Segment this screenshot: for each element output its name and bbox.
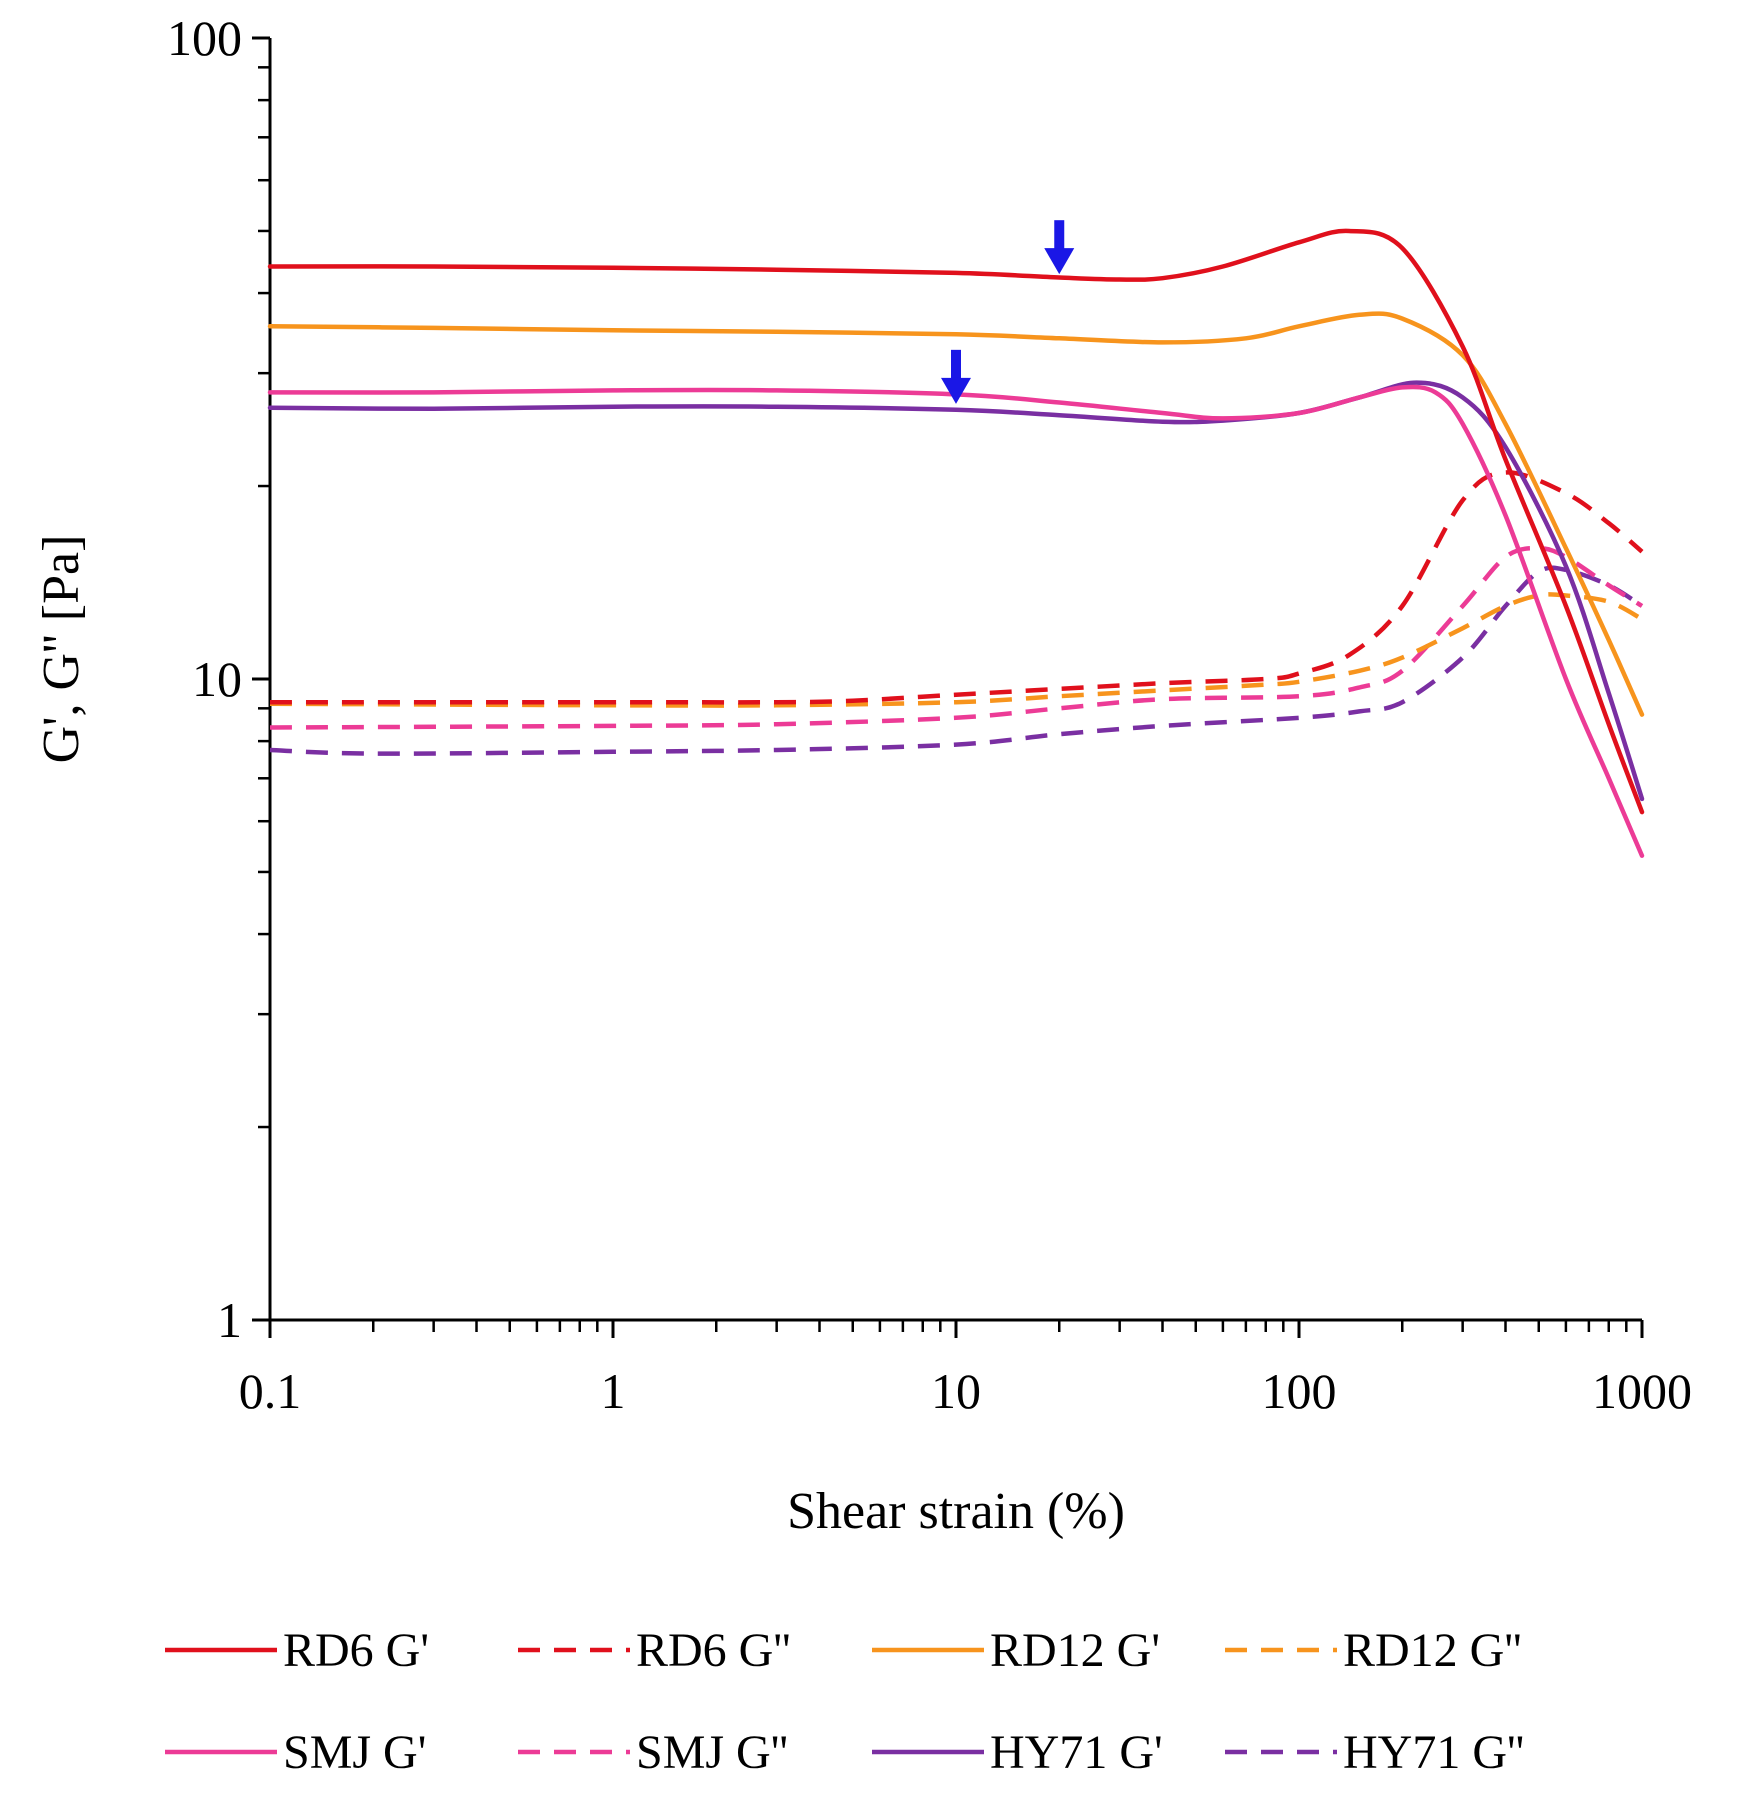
y-ticks: 1 10 100 xyxy=(167,10,270,1348)
series-line-smj-g-dashed xyxy=(269,545,1644,730)
legend-label: HY71 G' xyxy=(990,1726,1163,1779)
legend-label: RD6 G'' xyxy=(636,1624,791,1677)
y-tick-label: 10 xyxy=(192,651,242,707)
legend-label: HY71 G'' xyxy=(1343,1726,1524,1779)
x-tick-label: 1 xyxy=(601,1363,626,1419)
legend-item: RD12 G'' xyxy=(1225,1624,1522,1677)
legend: RD6 G' RD6 G'' RD12 G' RD12 G'' SMJ G' SMJ G'… xyxy=(165,1624,1524,1779)
x-tick-label: 10 xyxy=(931,1363,981,1419)
legend-label: SMJ G' xyxy=(283,1726,426,1779)
arrow-layer xyxy=(941,220,1075,404)
legend-label: SMJ G'' xyxy=(636,1726,788,1779)
legend-item: RD12 G' xyxy=(872,1624,1160,1677)
legend-label: RD6 G' xyxy=(283,1624,429,1677)
x-tick-label: 1000 xyxy=(1592,1363,1692,1419)
series-line-rd6-g-dashed xyxy=(269,470,1644,705)
annotation-arrow xyxy=(1044,220,1075,275)
series-line-rd6-g xyxy=(267,228,1645,815)
series-line-hy71-g xyxy=(267,380,1645,802)
series-line-smj-g xyxy=(267,384,1645,858)
y-tick-label: 1 xyxy=(217,1292,242,1348)
x-tick-label: 100 xyxy=(1262,1363,1337,1419)
legend-item: HY71 G' xyxy=(872,1726,1163,1779)
series-line-rd12-g-dashed xyxy=(269,592,1644,708)
legend-label: RD12 G' xyxy=(990,1624,1160,1677)
series-layer xyxy=(267,228,1645,858)
legend-item: RD6 G' xyxy=(165,1624,429,1677)
x-tick-label: 0.1 xyxy=(239,1363,302,1419)
x-axis-title: Shear strain (%) xyxy=(787,1483,1125,1540)
legend-item: HY71 G'' xyxy=(1225,1726,1524,1779)
x-ticks: 0.1 1 10 100 1000 xyxy=(239,1320,1692,1419)
axes: 1 10 100 0.1 1 10 100 1000 xyxy=(167,10,1692,1419)
legend-item: SMJ G'' xyxy=(518,1726,788,1779)
series-line-rd12-g xyxy=(267,311,1645,717)
legend-item: SMJ G' xyxy=(165,1726,426,1779)
y-axis-title: G', G'' [Pa] xyxy=(33,535,90,764)
series-line-hy71-g-dashed xyxy=(269,565,1644,756)
y-tick-label: 100 xyxy=(167,10,242,66)
annotation-arrow xyxy=(941,349,971,404)
legend-label: RD12 G'' xyxy=(1343,1624,1522,1677)
legend-item: RD6 G'' xyxy=(518,1624,791,1677)
